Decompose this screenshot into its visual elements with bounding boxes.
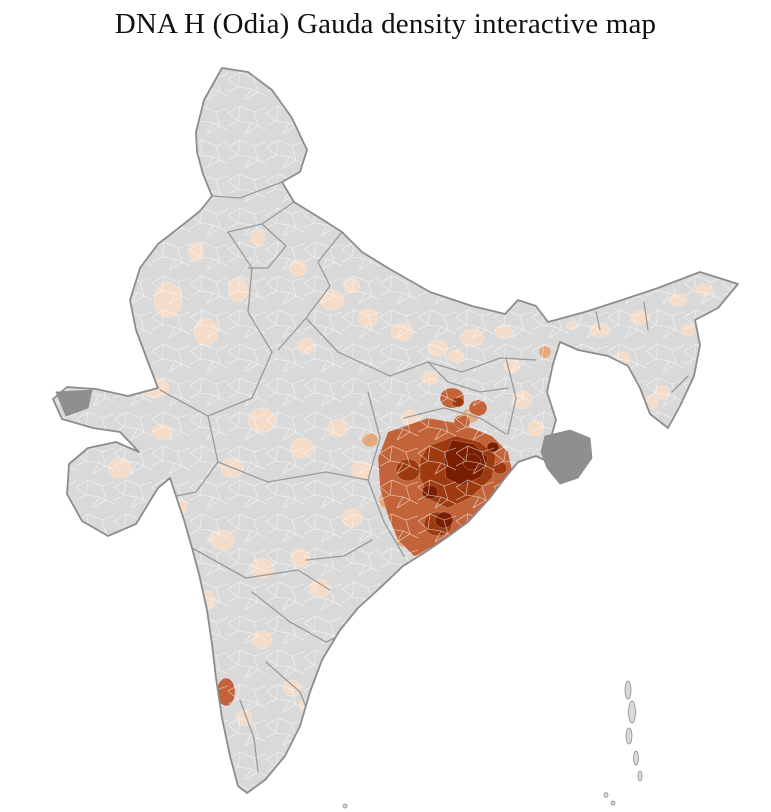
state-border-line xyxy=(671,375,689,393)
district-density-spot[interactable] xyxy=(193,630,207,646)
state-border-line xyxy=(277,317,307,351)
district-density-spot[interactable] xyxy=(379,590,401,610)
state-border-line xyxy=(305,285,537,377)
state-border-line xyxy=(505,357,517,435)
island[interactable] xyxy=(603,792,609,798)
district-density-spot[interactable] xyxy=(427,553,445,567)
state-border-line xyxy=(247,223,287,269)
district-density-spot[interactable] xyxy=(324,659,344,677)
state-border-line xyxy=(403,407,507,435)
state-border-line xyxy=(305,539,373,561)
island[interactable] xyxy=(610,800,616,806)
neutral-region-delta xyxy=(540,429,593,485)
neutral-region-west xyxy=(55,389,93,417)
island[interactable] xyxy=(625,727,633,745)
state-border-line xyxy=(239,699,259,773)
state-border-line xyxy=(427,361,509,393)
island-chain[interactable] xyxy=(342,680,643,809)
state-border-line xyxy=(191,547,331,591)
state-border-line xyxy=(217,461,369,483)
state-border-line xyxy=(211,181,283,199)
state-border-line xyxy=(175,415,219,497)
island[interactable] xyxy=(624,680,632,700)
island[interactable] xyxy=(342,803,348,809)
state-border-line xyxy=(317,231,343,287)
district-density-spot[interactable] xyxy=(389,578,407,594)
island[interactable] xyxy=(628,700,636,724)
state-borders xyxy=(159,181,689,773)
district-density-spot[interactable] xyxy=(493,512,507,524)
island[interactable] xyxy=(637,770,643,782)
island[interactable] xyxy=(633,750,639,766)
state-border-line xyxy=(643,301,649,331)
state-border-line xyxy=(595,311,601,331)
state-border-line xyxy=(367,391,405,557)
district-borders-mesh xyxy=(53,68,738,793)
district-density-spot[interactable] xyxy=(351,630,373,650)
